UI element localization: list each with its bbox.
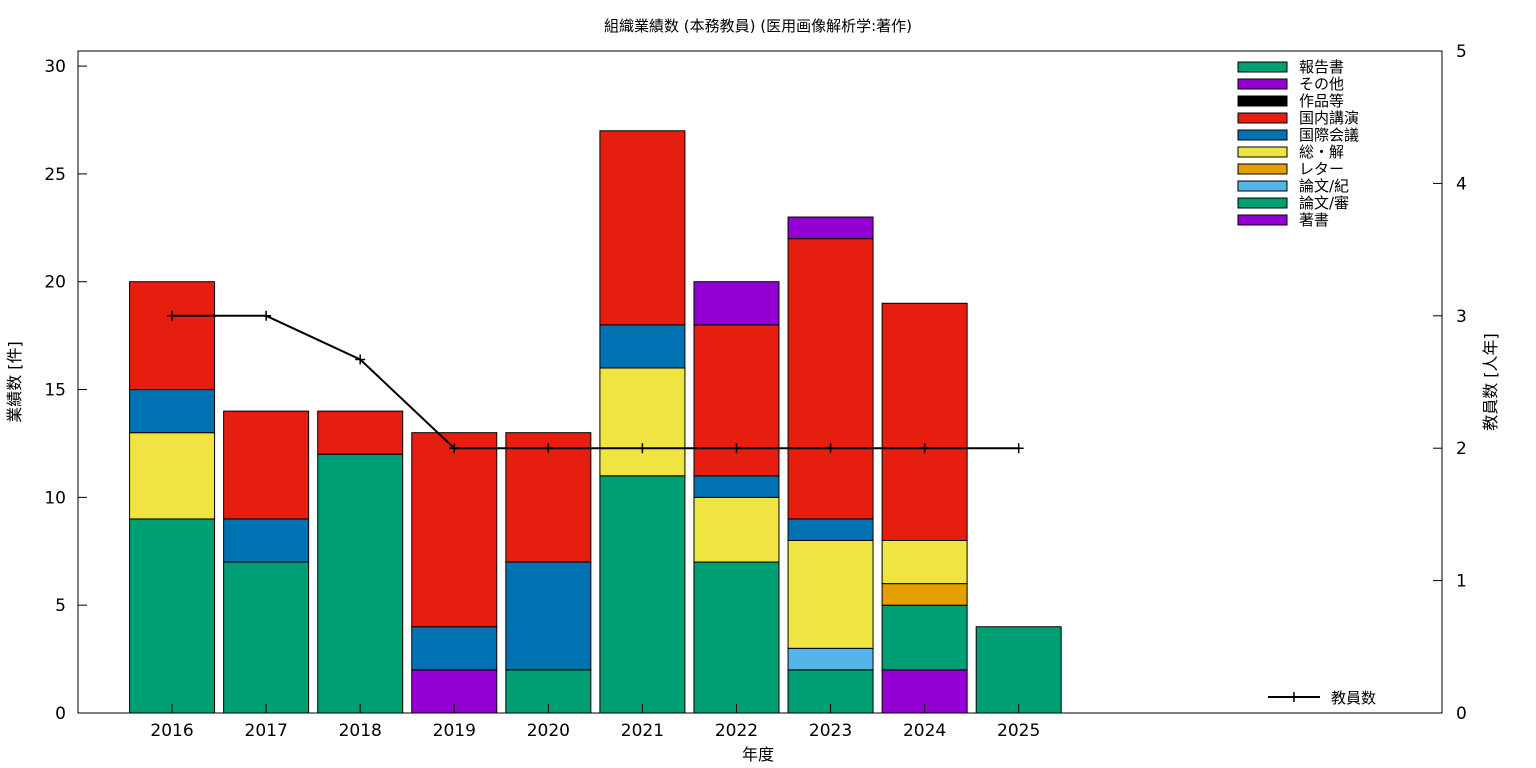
legend-label: 国際会議 (1299, 126, 1359, 144)
legend-swatch (1237, 197, 1288, 209)
bar-segment-2017-1 (223, 561, 310, 714)
x-tick-label: 2024 (903, 721, 946, 741)
y-tick-label: 30 (44, 57, 66, 77)
legend-swatch (1237, 163, 1288, 175)
legend-swatch (1237, 112, 1288, 124)
bar-segment-2019-6 (411, 432, 498, 628)
y-axis-label: 業績数 [件] (5, 341, 24, 423)
bar-segment-2018-1 (317, 453, 404, 714)
x-tick-label: 2017 (245, 721, 288, 741)
legend-label: レター (1299, 160, 1344, 178)
bar-segment-2017-5 (223, 518, 310, 563)
legend-swatch (1237, 214, 1288, 226)
legend-swatch (1237, 129, 1288, 141)
y2-tick-label: 4 (1456, 174, 1467, 194)
bar-segment-2025-1 (975, 626, 1062, 714)
legend-label: 論文/審 (1299, 194, 1349, 212)
bar-segment-2016-4 (129, 432, 216, 520)
y-tick-label: 25 (44, 165, 66, 185)
y2-axis-label: 教員数 [人年] (1481, 333, 1500, 431)
bar-segment-2021-5 (599, 324, 686, 369)
legend-swatch (1237, 78, 1288, 90)
legend-label: 論文/紀 (1299, 177, 1349, 195)
y-tick-label: 20 (44, 273, 66, 293)
x-tick-label: 2020 (527, 721, 570, 741)
bar-segment-2024-4 (881, 539, 968, 585)
line-layer (167, 310, 1024, 454)
bar-segment-2022-8 (693, 281, 780, 326)
legend-swatch (1237, 180, 1288, 192)
bar-segment-2021-1 (599, 475, 686, 714)
faculty-count-point-2023 (825, 443, 836, 454)
x-axis-label: 年度 (742, 745, 774, 764)
bar-segment-2024-1 (881, 604, 968, 671)
bar-segment-2021-4 (599, 367, 686, 477)
bar-segment-2022-5 (693, 475, 780, 498)
bar-segment-2019-5 (411, 626, 498, 671)
legend-swatch (1237, 95, 1288, 107)
bar-segment-2023-8 (787, 216, 874, 240)
legend-label: その他 (1299, 75, 1344, 93)
bar-segment-2017-6 (223, 410, 310, 520)
x-tick-label: 2023 (809, 721, 852, 741)
line-legend-label: 教員数 (1331, 689, 1376, 707)
bar-segment-2021-6 (599, 130, 686, 326)
bar-segment-2022-4 (693, 496, 780, 563)
bar-segment-2020-6 (505, 432, 592, 563)
faculty-count-point-2025 (1013, 443, 1024, 454)
x-tick-label: 2022 (715, 721, 758, 741)
bar-segment-2018-6 (317, 410, 404, 455)
y2-tick-label: 5 (1456, 42, 1467, 62)
line-legend: 教員数 (1268, 689, 1376, 707)
legend-label: 作品等 (1299, 92, 1344, 110)
faculty-count-point-2016 (167, 310, 178, 321)
bar-segment-2016-5 (129, 389, 216, 434)
legend-label: 国内講演 (1299, 109, 1359, 127)
x-tick-label: 2025 (997, 721, 1040, 741)
bar-segment-2024-3 (881, 583, 968, 606)
y2-tick-label: 1 (1456, 572, 1467, 592)
y2-tick-label: 3 (1456, 307, 1467, 327)
bar-segment-2023-2 (787, 647, 874, 671)
faculty-count-point-2019 (449, 443, 460, 454)
x-tick-label: 2018 (339, 721, 382, 741)
y2-tick-label: 2 (1456, 439, 1467, 459)
y-tick-label: 0 (55, 704, 66, 724)
bars-layer (129, 130, 1062, 714)
legend-label: 著書 (1299, 211, 1329, 229)
legend-label: 総・解 (1299, 143, 1344, 161)
faculty-count-point-2018 (355, 354, 366, 365)
bar-segment-2016-1 (129, 518, 216, 714)
bar-segment-2020-5 (505, 561, 592, 671)
bar-segment-2023-4 (787, 539, 874, 649)
faculty-count-point-2021 (637, 443, 648, 454)
y2-tick-label: 0 (1456, 704, 1467, 724)
legend-swatch (1237, 61, 1288, 73)
y-tick-label: 10 (44, 488, 66, 508)
legend-swatch (1237, 146, 1288, 158)
bar-segment-2016-6 (129, 281, 216, 391)
faculty-count-line (172, 314, 1019, 450)
faculty-count-point-2017 (261, 310, 272, 321)
bar-segment-2023-6 (787, 238, 874, 520)
faculty-count-point-2022 (731, 443, 742, 454)
x-tick-label: 2021 (621, 721, 664, 741)
faculty-count-point-2020 (543, 443, 554, 454)
chart-title: 組織業績数 (本務教員) (医用画像解析学:著作) (604, 17, 912, 35)
bar-segment-2022-1 (693, 561, 780, 714)
x-tick-label: 2019 (433, 721, 476, 741)
bar-segment-2024-6 (881, 302, 968, 541)
bar-segment-2023-5 (787, 518, 874, 541)
faculty-count-point-2024 (919, 443, 930, 454)
x-tick-label: 2016 (150, 721, 193, 741)
y-tick-label: 5 (55, 596, 66, 616)
y-tick-label: 15 (44, 381, 66, 401)
plot-frame (77, 50, 1443, 714)
legend-label: 報告書 (1299, 58, 1344, 76)
